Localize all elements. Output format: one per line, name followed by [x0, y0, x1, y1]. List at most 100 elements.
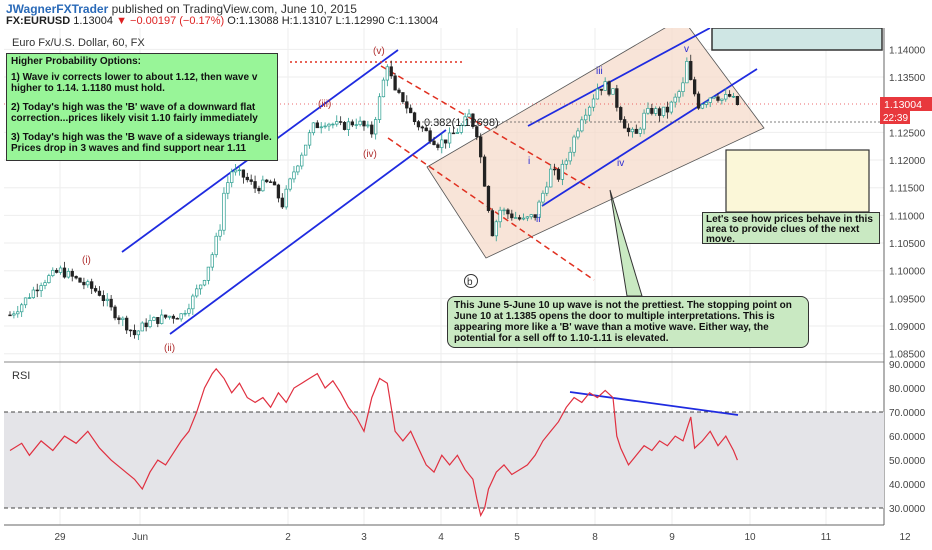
upper-wave-line[interactable]	[527, 28, 711, 127]
quote-line: FX:EURUSD 1.13004 ▼ −0.00197 (−0.17%) O:…	[6, 15, 438, 27]
rsi-tick-label: 80.0000	[889, 384, 926, 395]
candle-body	[584, 114, 588, 121]
candle-body	[97, 290, 102, 296]
candle-body	[319, 126, 323, 129]
wave-label-small-iii: iii	[596, 66, 603, 77]
candle-body	[8, 314, 12, 317]
candle-body	[140, 322, 144, 332]
wave-note[interactable]: This June 5-June 10 up wave is not the p…	[447, 296, 809, 348]
candle-body	[720, 98, 724, 101]
candle-body	[735, 96, 740, 105]
candle-body	[587, 106, 592, 116]
candle-body	[517, 217, 522, 220]
candle-body	[521, 217, 526, 220]
time-tick-label: 3	[361, 532, 367, 543]
candle-body	[35, 289, 39, 292]
chart-header: JWagnerFXTrader published on TradingView…	[0, 0, 932, 28]
price-axis-ticks[interactable]: 1.14000 1.13500 1.12500 1.12000 1.11500 1.110…	[889, 45, 926, 360]
lower-wave-line[interactable]	[541, 68, 758, 207]
candle-body	[101, 295, 106, 302]
candle-body	[16, 311, 20, 315]
candle-body	[148, 320, 152, 328]
candle-body	[533, 214, 537, 218]
candle-body	[416, 121, 421, 128]
candle-body	[665, 106, 670, 113]
rsi-line[interactable]	[9, 367, 738, 518]
candle-body	[731, 96, 736, 98]
upper-dashed-channel[interactable]	[380, 65, 591, 189]
rsi-tick-label: 50.0000	[889, 456, 926, 467]
candlestick-series[interactable]	[8, 54, 740, 341]
price-tick-label: 1.12500	[889, 128, 926, 139]
symbol-label[interactable]: FX:EURUSD	[6, 15, 71, 27]
watch-zone[interactable]	[725, 149, 870, 213]
candle-body	[467, 113, 471, 118]
candle-body	[179, 313, 183, 320]
candle-body	[377, 96, 382, 120]
candle-body	[560, 163, 565, 180]
candle-body	[599, 88, 603, 91]
candle-body	[486, 185, 491, 211]
correction-channel[interactable]	[426, 28, 765, 259]
rsi-divergence-line[interactable]	[569, 391, 739, 416]
candle-body	[307, 132, 312, 146]
candle-body	[55, 269, 59, 273]
wave-label-small-ii: ii	[536, 214, 540, 225]
wave-labels: (i) (ii) (iii) (iv) (v) i ii iii iv v	[82, 44, 689, 354]
candle-body	[230, 171, 234, 183]
price-tick-label: 1.14000	[889, 45, 926, 56]
candle-body	[366, 124, 370, 127]
candle-body	[537, 201, 541, 218]
candle-body	[362, 120, 366, 127]
author-name[interactable]: JWagnerFXTrader	[6, 2, 109, 16]
candle-body	[253, 181, 257, 189]
candle-body	[482, 156, 487, 187]
resistance-zone[interactable]	[711, 28, 883, 51]
rsi-tick-label: 30.0000	[889, 504, 926, 515]
candle-body	[661, 106, 666, 116]
candle-body	[20, 304, 24, 313]
wave-label-ii: (ii)	[164, 343, 175, 354]
candle-body	[210, 254, 214, 268]
candle-body	[86, 281, 90, 286]
candle-body	[214, 235, 218, 256]
time-tick-label: 8	[592, 532, 598, 543]
current-price-text: 1.13004	[884, 99, 922, 111]
candle-body	[669, 101, 673, 113]
candle-body	[113, 306, 117, 319]
candle-body	[525, 216, 530, 219]
candle-body	[358, 120, 362, 126]
candle-body	[191, 295, 195, 310]
time-tick-label: 29	[54, 532, 66, 543]
candle-body	[261, 179, 265, 192]
options-note[interactable]: Higher Probability Options: 1) Wave iv c…	[6, 53, 278, 161]
rsi-tick-label: 90.0000	[889, 360, 926, 371]
wave-label-small-v: v	[684, 44, 689, 55]
candle-body	[323, 125, 327, 128]
candle-body	[82, 281, 86, 286]
candle-body	[712, 96, 716, 99]
candle-body	[74, 275, 78, 279]
rsi-axis-ticks[interactable]: 90.0000 80.0000 70.0000 60.0000 50.0000 40.00…	[889, 360, 926, 515]
candle-body	[144, 322, 148, 328]
candle-body	[444, 139, 448, 144]
candle-body	[58, 267, 63, 273]
candle-body	[432, 140, 436, 146]
candle-body	[580, 119, 584, 132]
candle-body	[716, 96, 720, 101]
candle-body	[198, 284, 203, 290]
candle-body	[401, 92, 405, 103]
candle-body	[420, 126, 424, 129]
candle-body	[218, 229, 222, 237]
time-axis-ticks[interactable]: 29 Jun 2 3 4 5 8 9 10 11 12	[54, 532, 911, 543]
candle-body	[132, 329, 137, 336]
candle-body	[572, 136, 576, 153]
candle-body	[708, 97, 712, 103]
lower-channel-line[interactable]	[169, 129, 447, 335]
lower-dashed-channel[interactable]	[387, 137, 595, 281]
candle-body	[152, 317, 156, 321]
watch-note[interactable]: Let's see how prices behave in this area…	[702, 212, 880, 245]
candle-body	[245, 176, 249, 181]
candle-body	[724, 94, 728, 100]
publisher-line: JWagnerFXTrader published on TradingView…	[6, 2, 357, 16]
